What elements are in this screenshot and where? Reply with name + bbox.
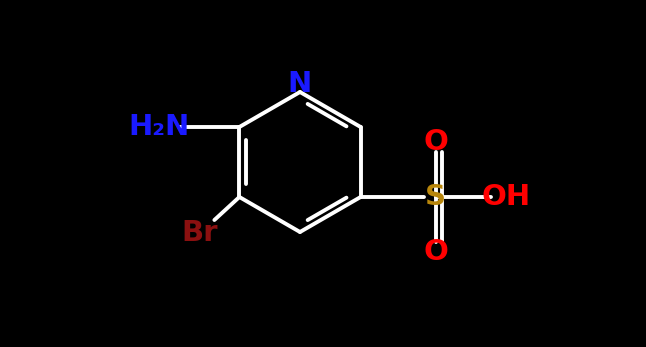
Text: Br: Br	[181, 219, 218, 247]
Text: N: N	[288, 70, 312, 98]
Text: O: O	[423, 128, 448, 156]
Text: OH: OH	[481, 183, 530, 211]
Text: O: O	[423, 238, 448, 266]
Text: S: S	[425, 183, 446, 211]
Text: H₂N: H₂N	[129, 113, 190, 141]
